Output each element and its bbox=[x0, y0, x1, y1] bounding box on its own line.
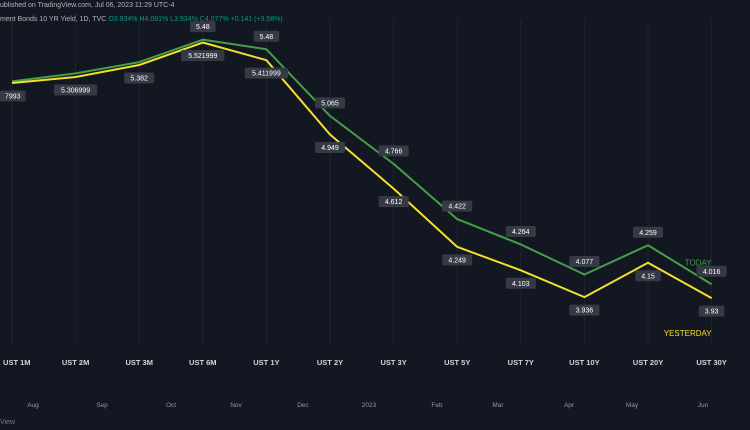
data-label: 3.936 bbox=[576, 308, 594, 315]
data-label: 4.259 bbox=[639, 230, 657, 237]
data-label-box bbox=[442, 200, 473, 212]
data-label-box bbox=[124, 72, 155, 84]
data-label: 5.521999 bbox=[188, 53, 217, 60]
category-label: UST 3Y bbox=[380, 358, 406, 367]
data-label-box bbox=[0, 90, 26, 102]
time-axis-label: Feb bbox=[431, 402, 443, 409]
data-label-box bbox=[378, 196, 409, 208]
data-label-box bbox=[315, 142, 345, 154]
category-label: UST 2M bbox=[62, 358, 90, 367]
category-label: UST 6M bbox=[189, 358, 217, 367]
time-axis-label: Nov bbox=[230, 402, 242, 409]
data-label: 5.48 bbox=[260, 34, 274, 41]
data-label-box bbox=[54, 84, 98, 96]
category-label: UST 30Y bbox=[696, 358, 726, 367]
data-label: 4.949 bbox=[321, 145, 339, 152]
data-label: 5.306999 bbox=[61, 88, 90, 95]
time-axis-label: Jun bbox=[698, 402, 709, 409]
symbol-name: ment Bonds 10 YR Yield, 1D, TVC bbox=[0, 16, 107, 23]
data-label: 3.93 bbox=[705, 309, 719, 316]
data-label: 4.103 bbox=[512, 281, 530, 288]
category-label: UST 1M bbox=[3, 358, 31, 367]
data-label-box bbox=[505, 225, 536, 237]
category-label: UST 1Y bbox=[253, 358, 279, 367]
legend-today: TODAY bbox=[685, 258, 712, 267]
category-label: UST 7Y bbox=[508, 358, 534, 367]
data-label: 4.612 bbox=[385, 199, 403, 206]
data-label: 4.077 bbox=[576, 259, 594, 266]
data-label: 4.016 bbox=[703, 269, 721, 276]
category-label: UST 5Y bbox=[444, 358, 470, 367]
data-label: 5.065 bbox=[321, 100, 339, 107]
data-label-box bbox=[635, 270, 661, 282]
category-label: UST 2Y bbox=[317, 358, 343, 367]
ohlc-values: O3.934% H4.081% L3.934% C4.077% +0.141 (… bbox=[108, 16, 283, 23]
category-label: UST 10Y bbox=[569, 358, 599, 367]
series-line-yesterday bbox=[11, 41, 713, 299]
time-axis-label: May bbox=[626, 402, 639, 409]
data-label-box bbox=[633, 226, 663, 238]
data-label-box bbox=[378, 145, 409, 157]
data-label-box bbox=[569, 255, 600, 267]
legend-yesterday: YESTERDAY bbox=[664, 329, 713, 338]
data-label-box bbox=[253, 30, 280, 42]
data-label: 4.249 bbox=[448, 257, 466, 264]
data-label-box bbox=[442, 254, 473, 266]
data-label: 4.15 bbox=[641, 273, 655, 280]
symbol-info: ment Bonds 10 YR Yield, 1D, TVC O3.934% … bbox=[0, 16, 283, 23]
data-label-box bbox=[696, 265, 727, 277]
category-label: UST 20Y bbox=[633, 358, 663, 367]
data-label: 4.766 bbox=[385, 148, 403, 155]
data-label: 5.48 bbox=[196, 24, 210, 31]
data-label-box bbox=[569, 304, 600, 316]
data-label: 7993 bbox=[5, 93, 21, 100]
data-label-box bbox=[698, 305, 725, 317]
category-label: UST 3M bbox=[125, 358, 153, 367]
time-axis-label: Sep bbox=[96, 402, 108, 409]
data-label: 4.422 bbox=[448, 204, 466, 211]
time-axis-label: Apr bbox=[564, 402, 575, 409]
data-label-box bbox=[190, 21, 216, 33]
time-axis-label: 2023 bbox=[362, 402, 377, 409]
data-label-box bbox=[315, 97, 345, 109]
time-axis-label: Oct bbox=[166, 402, 176, 409]
data-label: 5.382 bbox=[130, 75, 148, 82]
data-label-box bbox=[505, 277, 536, 289]
data-label: 5.411999 bbox=[252, 71, 281, 78]
data-label-box bbox=[181, 50, 225, 62]
time-axis-label: Mar bbox=[492, 402, 504, 409]
series-line-today bbox=[11, 38, 713, 286]
time-axis-label: Aug bbox=[27, 402, 39, 409]
data-label: 4.264 bbox=[512, 229, 530, 236]
time-axis-label: Dec bbox=[297, 402, 309, 409]
publish-info: ublished on TradingView.com, Jul 06, 202… bbox=[0, 2, 175, 9]
data-label-box bbox=[244, 67, 288, 79]
footer-view: View bbox=[0, 419, 16, 426]
